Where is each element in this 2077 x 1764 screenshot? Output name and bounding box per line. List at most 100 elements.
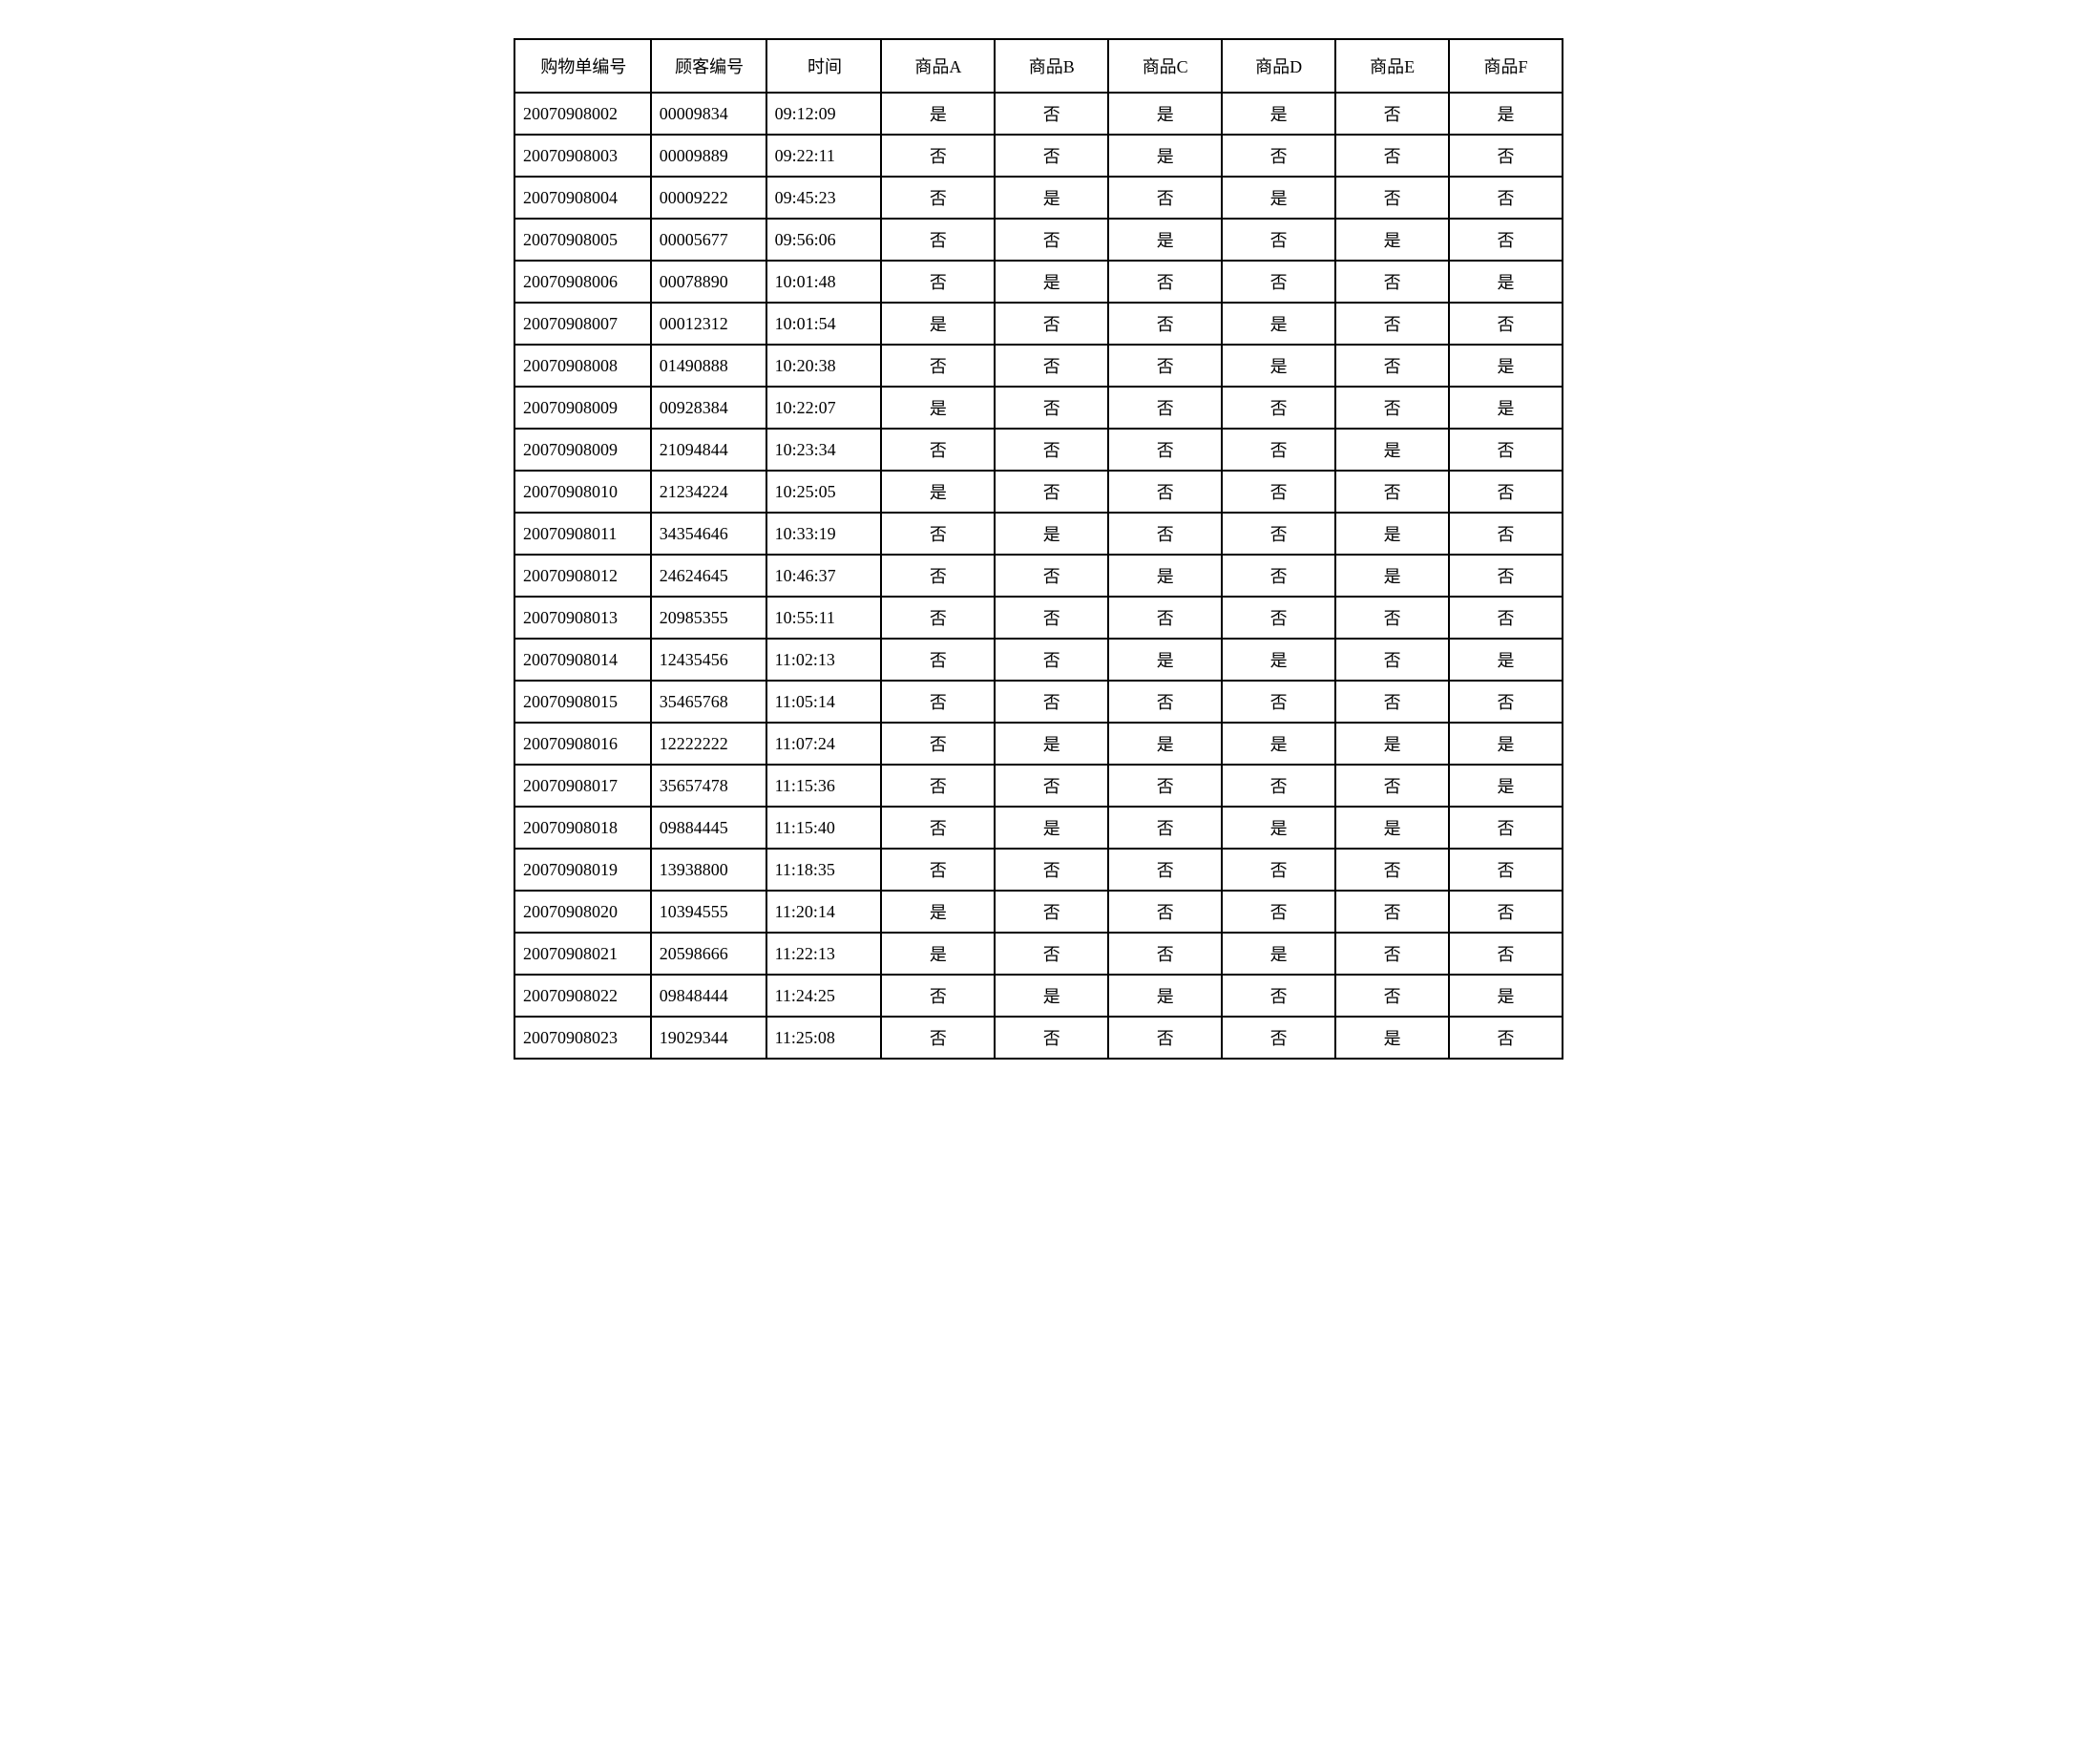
table-cell: 20070908017 [514,765,651,807]
column-header: 商品E [1335,39,1449,93]
table-cell: 00009834 [651,93,766,135]
table-cell: 否 [1222,891,1335,933]
table-cell: 00009222 [651,177,766,219]
table-cell: 20070908010 [514,471,651,513]
column-header: 商品A [881,39,995,93]
table-cell: 是 [995,261,1108,303]
table-cell: 10394555 [651,891,766,933]
table-cell: 否 [1222,1017,1335,1059]
table-cell: 否 [881,177,995,219]
table-cell: 是 [1335,429,1449,471]
table-cell: 否 [1449,933,1563,975]
table-cell: 否 [1335,681,1449,723]
table-cell: 否 [881,513,995,555]
table-cell: 20070908012 [514,555,651,597]
table-cell: 否 [1108,891,1222,933]
table-cell: 否 [1222,555,1335,597]
table-cell: 是 [1449,387,1563,429]
table-cell: 13938800 [651,849,766,891]
table-header: 购物单编号顾客编号时间商品A商品B商品C商品D商品E商品F [514,39,1563,93]
table-row: 200709080231902934411:25:08否否否否是否 [514,1017,1563,1059]
table-cell: 否 [881,597,995,639]
table-cell: 11:15:36 [766,765,882,807]
table-cell: 10:46:37 [766,555,882,597]
table-cell: 否 [1222,219,1335,261]
table-cell: 否 [881,723,995,765]
table-cell: 否 [1335,303,1449,345]
table-cell: 20070908008 [514,345,651,387]
table-cell: 是 [1108,93,1222,135]
table-cell: 否 [995,303,1108,345]
table-cell: 20070908009 [514,429,651,471]
table-cell: 否 [1222,849,1335,891]
table-cell: 是 [1222,93,1335,135]
table-cell: 是 [1335,513,1449,555]
table-cell: 否 [995,429,1108,471]
table-cell: 是 [881,387,995,429]
table-cell: 否 [1449,555,1563,597]
table-cell: 11:20:14 [766,891,882,933]
table-cell: 否 [1108,765,1222,807]
table-row: 200709080030000988909:22:11否否是否否否 [514,135,1563,177]
table-cell: 否 [1449,219,1563,261]
table-row: 200709080050000567709:56:06否否是否是否 [514,219,1563,261]
table-cell: 否 [1335,597,1449,639]
table-cell: 11:24:25 [766,975,882,1017]
table-row: 200709080173565747811:15:36否否否否否是 [514,765,1563,807]
table-row: 200709080060007889010:01:48否是否否否是 [514,261,1563,303]
table-cell: 否 [1222,261,1335,303]
table-cell: 12435456 [651,639,766,681]
table-cell: 否 [1108,177,1222,219]
table-cell: 09884445 [651,807,766,849]
table-cell: 否 [995,891,1108,933]
table-cell: 00012312 [651,303,766,345]
table-cell: 20070908015 [514,681,651,723]
table-cell: 否 [1335,765,1449,807]
table-cell: 21234224 [651,471,766,513]
table-row: 200709080161222222211:07:24否是是是是是 [514,723,1563,765]
table-cell: 否 [1335,387,1449,429]
table-cell: 否 [1335,933,1449,975]
table-cell: 否 [1108,1017,1222,1059]
table-cell: 否 [1108,471,1222,513]
table-cell: 是 [1449,639,1563,681]
table-cell: 否 [1449,597,1563,639]
table-cell: 是 [1108,219,1222,261]
table-cell: 否 [1108,933,1222,975]
table-row: 200709080180988444511:15:40否是否是是否 [514,807,1563,849]
table-cell: 是 [1108,975,1222,1017]
column-header: 顾客编号 [651,39,766,93]
table-cell: 否 [1108,513,1222,555]
table-cell: 否 [881,807,995,849]
table-cell: 20070908013 [514,597,651,639]
table-row: 200709080122462464510:46:37否否是否是否 [514,555,1563,597]
table-cell: 是 [1335,807,1449,849]
table-cell: 是 [1335,555,1449,597]
table-cell: 00928384 [651,387,766,429]
table-cell: 20070908006 [514,261,651,303]
table-cell: 是 [1222,807,1335,849]
table-cell: 11:02:13 [766,639,882,681]
table-cell: 09:45:23 [766,177,882,219]
table-cell: 是 [881,471,995,513]
table-cell: 是 [1449,723,1563,765]
table-cell: 否 [881,1017,995,1059]
table-cell: 否 [995,681,1108,723]
table-cell: 否 [1335,975,1449,1017]
table-cell: 否 [1449,429,1563,471]
table-cell: 否 [1449,513,1563,555]
table-cell: 20070908005 [514,219,651,261]
table-cell: 09848444 [651,975,766,1017]
table-cell: 否 [1222,513,1335,555]
table-cell: 否 [995,555,1108,597]
table-cell: 否 [1222,429,1335,471]
table-row: 200709080070001231210:01:54是否否是否否 [514,303,1563,345]
table-cell: 35465768 [651,681,766,723]
table-cell: 否 [1335,639,1449,681]
table-cell: 否 [1449,849,1563,891]
table-cell: 20070908009 [514,387,651,429]
table-cell: 是 [881,933,995,975]
table-cell: 否 [995,93,1108,135]
table-cell: 否 [881,975,995,1017]
table-cell: 是 [995,723,1108,765]
